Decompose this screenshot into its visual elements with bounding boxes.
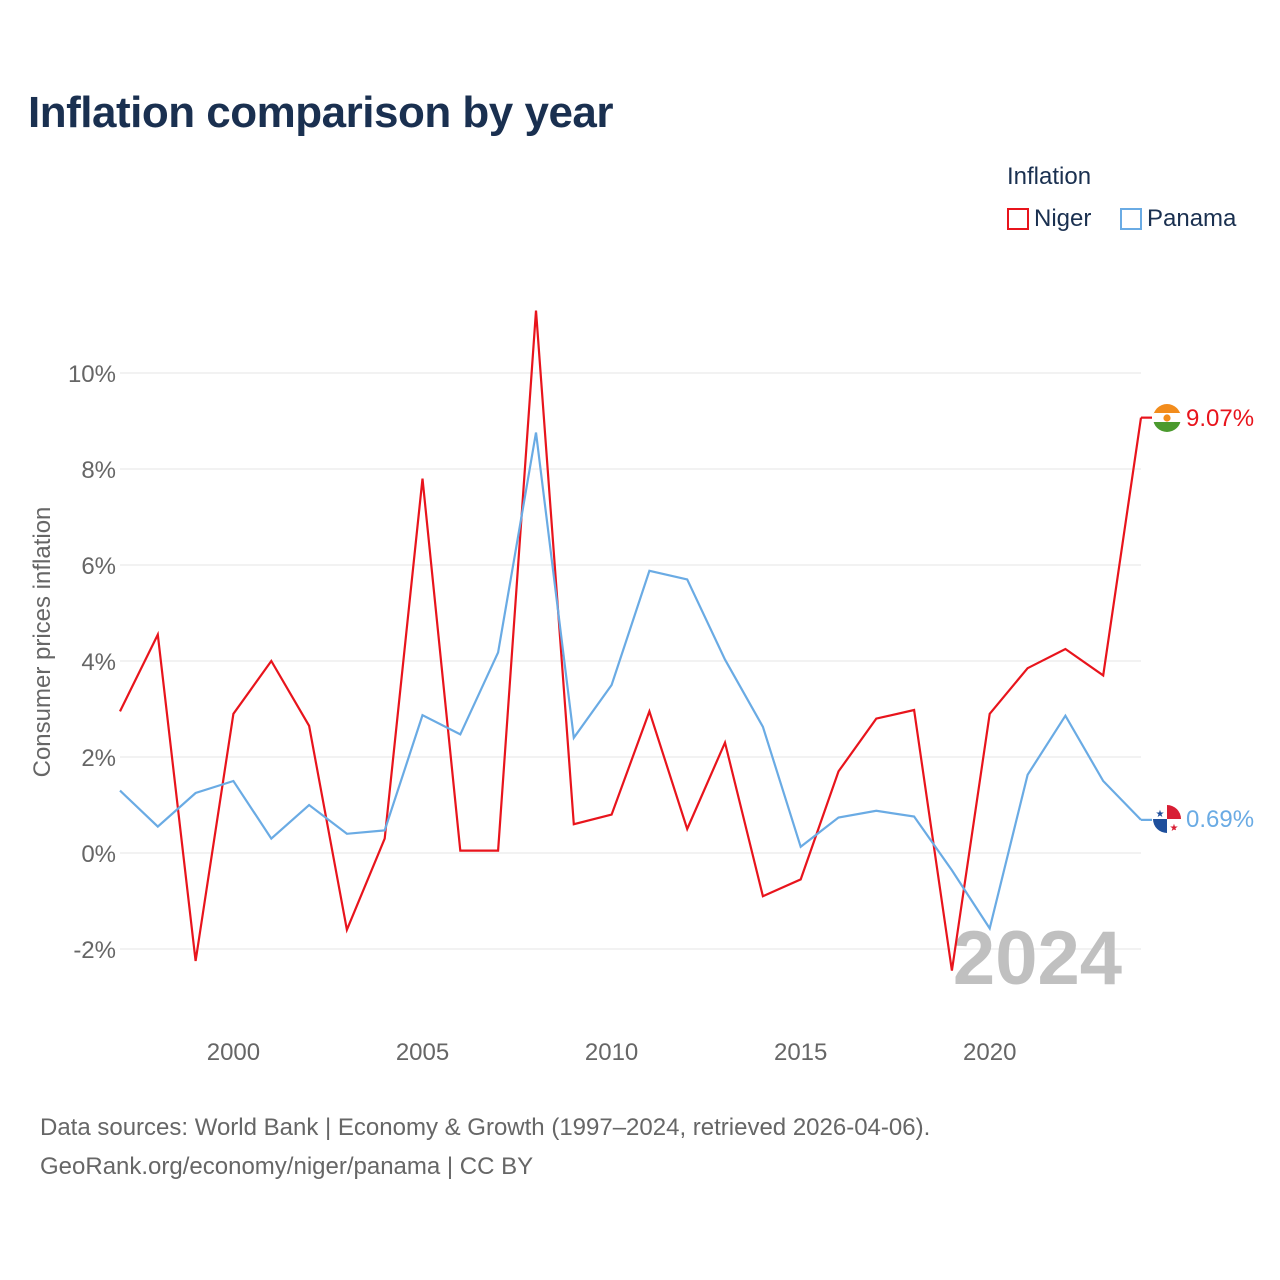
legend-item-niger[interactable]: Niger xyxy=(1007,205,1091,233)
legend-swatch-panama xyxy=(1120,208,1142,230)
x-axis-ticks: 2000 2005 2010 2015 2020 xyxy=(207,1039,1017,1066)
y-tick-label: -2% xyxy=(73,937,116,964)
series-line-panama[interactable] xyxy=(119,432,1142,932)
chart-title: Inflation comparison by year xyxy=(28,88,614,137)
y-tick-label: 8% xyxy=(81,457,116,484)
y-tick-label: 0% xyxy=(81,841,116,868)
line-chart: -2% 0% 2% 4% 6% 8% 10% 2000 2005 2010 2015 2020 Co… xyxy=(29,310,1254,1066)
source-note: Data sources: World Bank | Economy & Gro… xyxy=(40,1108,930,1186)
panama-flag-icon: ★ ★ xyxy=(1153,805,1181,834)
series-lines xyxy=(119,310,1152,971)
source-line-2[interactable]: GeoRank.org/economy/niger/panama | CC BY xyxy=(40,1153,534,1180)
niger-flag-icon xyxy=(1153,404,1181,432)
x-tick-label: 2000 xyxy=(207,1039,260,1066)
y-tick-label: 6% xyxy=(81,553,116,580)
y-axis-label: Consumer prices inflation xyxy=(29,507,56,778)
legend-swatch-niger xyxy=(1007,208,1029,230)
legend-title: Inflation xyxy=(1007,163,1092,190)
gridlines xyxy=(120,372,1141,950)
year-watermark: 2024 xyxy=(953,916,1122,1001)
y-axis-ticks: -2% 0% 2% 4% 6% 8% 10% xyxy=(68,361,116,964)
x-tick-label: 2010 xyxy=(585,1039,638,1066)
end-label-panama: 0.69% xyxy=(1186,806,1254,833)
legend-item-panama[interactable]: Panama xyxy=(1120,205,1236,233)
x-tick-label: 2020 xyxy=(963,1039,1016,1066)
end-label-niger: 9.07% xyxy=(1186,405,1254,432)
y-tick-label: 2% xyxy=(81,745,116,772)
x-tick-label: 2005 xyxy=(396,1039,449,1066)
series-line-niger[interactable] xyxy=(119,310,1143,971)
svg-text:★: ★ xyxy=(1170,823,1179,834)
y-tick-label: 10% xyxy=(68,361,116,388)
source-line-1: Data sources: World Bank | Economy & Gro… xyxy=(40,1114,931,1141)
svg-text:★: ★ xyxy=(1156,809,1165,820)
legend-label-niger: Niger xyxy=(1034,205,1092,232)
legend-label-panama: Panama xyxy=(1147,205,1237,232)
x-tick-label: 2015 xyxy=(774,1039,827,1066)
y-tick-label: 4% xyxy=(81,649,116,676)
